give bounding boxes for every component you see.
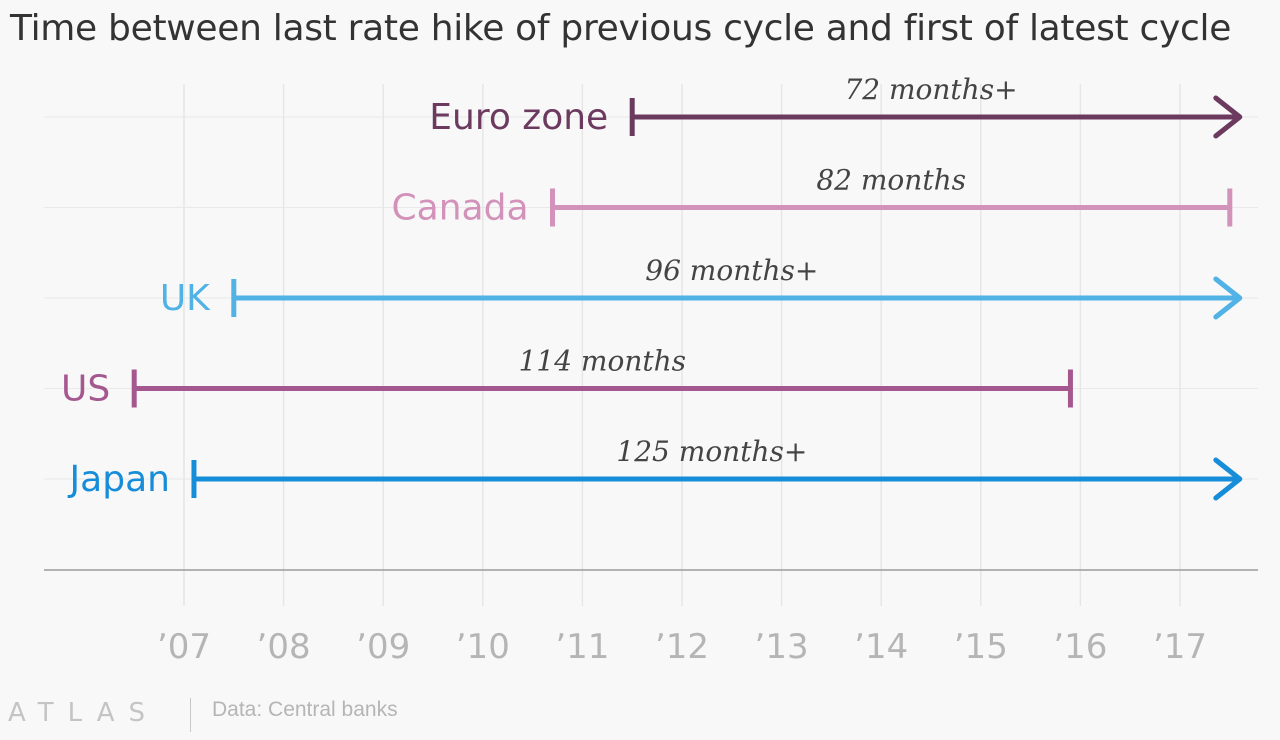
series-label: Canada (392, 188, 529, 229)
footer-divider (190, 698, 191, 732)
chart-title: Time between last rate hike of previous … (10, 8, 1232, 49)
duration-label: 72 months+ (844, 73, 1017, 106)
series-euro-zone: Euro zone 72 months+ (429, 73, 1243, 139)
x-tick-label: ’16 (1053, 627, 1107, 667)
x-tick-label: ’14 (854, 627, 908, 667)
footer: ATLAS Data: Central banks (0, 690, 1280, 740)
x-tick-label: ’10 (456, 627, 510, 667)
series-label: UK (160, 278, 211, 319)
atlas-logo[interactable]: ATLAS (8, 698, 160, 728)
x-tick-label: ’15 (954, 627, 1008, 667)
ongoing-arrow (1213, 457, 1243, 501)
ongoing-arrow (1213, 276, 1243, 320)
x-tick-label: ’07 (157, 627, 211, 667)
series-us: US 114 months (61, 345, 1073, 410)
x-tick-label: ’11 (555, 627, 609, 667)
series-canada: Canada 82 months (392, 164, 1233, 229)
duration-label: 82 months (816, 164, 966, 197)
duration-label: 96 months+ (645, 254, 818, 287)
ongoing-arrow (1213, 95, 1243, 139)
duration-label: 114 months (519, 345, 686, 378)
chart-plot: ’07 ’08 ’09 ’10 ’11 ’12 ’13 ’14 ’15 ’16 ’17 Euro z… (44, 73, 1258, 667)
x-axis: ’07 ’08 ’09 ’10 ’11 ’12 ’13 ’14 ’15 ’16 ’17 (44, 569, 1258, 667)
series-uk: UK 96 months+ (160, 254, 1243, 320)
duration-label: 125 months+ (616, 435, 807, 468)
x-tick-label: ’17 (1153, 627, 1207, 667)
series-japan: Japan 125 months+ (68, 435, 1243, 501)
series-layer: Euro zone 72 months+ Canada 82 months UK 96 m… (61, 73, 1243, 501)
series-label: Euro zone (429, 97, 608, 138)
x-tick-label: ’09 (356, 627, 410, 667)
series-label: US (61, 369, 110, 410)
x-tick-label: ’08 (257, 627, 311, 667)
x-tick-label: ’12 (655, 627, 709, 667)
series-label: Japan (68, 459, 170, 500)
source-note: Data: Central banks (212, 698, 398, 721)
x-tick-label: ’13 (755, 627, 809, 667)
